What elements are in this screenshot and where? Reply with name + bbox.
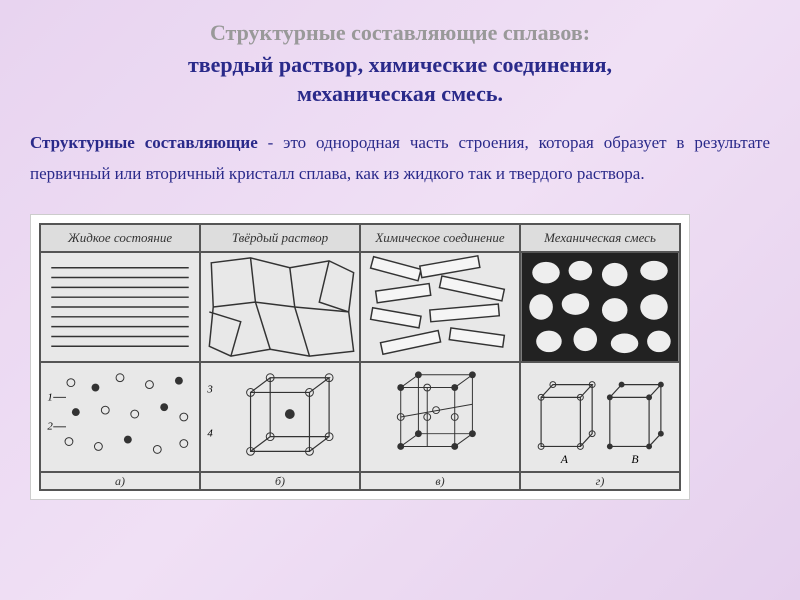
sublabel-a: а): [40, 472, 200, 490]
title-sub1: твердый раствор, химические соединения,: [30, 51, 770, 80]
col-header-mech: Механическая смесь: [520, 224, 680, 252]
sublabel-d: г): [520, 472, 680, 490]
sublabel-b: б): [200, 472, 360, 490]
label-3: 3: [206, 384, 213, 396]
lattice-label-b: В: [631, 454, 638, 467]
diagram-container: Жидкое состояние Твёрдый раствор Химичес…: [30, 214, 690, 500]
term: Структурные составляющие: [30, 133, 258, 152]
micro-chemical: [360, 252, 520, 362]
micro-liquid: [40, 252, 200, 362]
lattice-label-a: А: [560, 454, 569, 467]
micro-mechanical: [520, 252, 680, 362]
micro-solid-solution: [200, 252, 360, 362]
title-sub2: механическая смесь.: [30, 80, 770, 109]
definition-paragraph: Структурные составляющие - это однородна…: [30, 128, 770, 189]
lattice-mech: А В: [520, 362, 680, 472]
label-1: 1: [47, 392, 52, 404]
col-header-liquid: Жидкое состояние: [40, 224, 200, 252]
label-4: 4: [207, 428, 213, 440]
atoms-liquid: 1 2: [40, 362, 200, 472]
lattice-solid: 3 4: [200, 362, 360, 472]
title-main: Структурные составляющие сплавов:: [30, 20, 770, 46]
label-2: 2: [47, 421, 53, 433]
col-header-solid: Твёрдый раствор: [200, 224, 360, 252]
lattice-chem: [360, 362, 520, 472]
sublabel-c: в): [360, 472, 520, 490]
col-header-chem: Химическое соединение: [360, 224, 520, 252]
